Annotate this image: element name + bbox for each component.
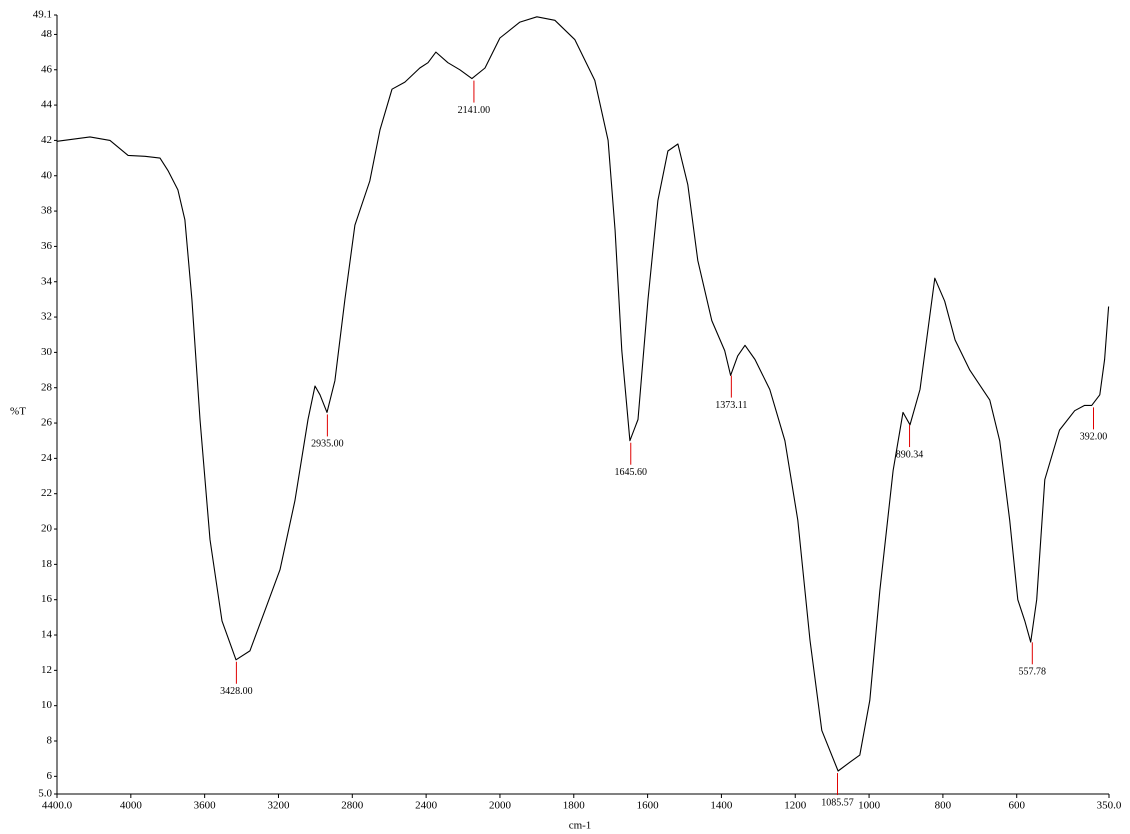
peak-label: 3428.00 — [220, 686, 253, 697]
x-tick-label: 1600 — [637, 800, 660, 812]
y-tick-label: 18 — [41, 558, 53, 570]
peak-label: 1085.57 — [821, 797, 854, 808]
y-tick-label: 48 — [41, 28, 53, 40]
y-tick-label: 22 — [41, 487, 52, 499]
x-tick-label: 600 — [1008, 800, 1025, 812]
y-tick-label: 28 — [41, 381, 53, 393]
y-tick-label: 36 — [41, 240, 53, 252]
x-tick-label: 1400 — [710, 800, 733, 812]
y-tick-label: 24 — [41, 452, 53, 464]
x-axis-label: cm-1 — [569, 820, 592, 832]
peak-label: 890.34 — [896, 449, 924, 460]
y-tick-label: 40 — [41, 169, 53, 181]
y-tick-label: 14 — [41, 629, 53, 641]
y-tick-label: 20 — [41, 523, 53, 535]
x-tick-label: 1800 — [563, 800, 586, 812]
y-tick-label: 46 — [41, 63, 53, 75]
x-tick-label: 1200 — [784, 800, 807, 812]
y-tick-label: 12 — [41, 664, 52, 676]
y-axis-label: %T — [10, 406, 26, 418]
y-tick-label: 44 — [41, 99, 53, 111]
x-tick-label: 800 — [935, 800, 952, 812]
y-tick-label: 30 — [41, 346, 53, 358]
y-tick-label: 34 — [41, 275, 53, 287]
x-tick-label: 3600 — [194, 800, 217, 812]
x-tick-label: 350.0 — [1097, 800, 1122, 812]
y-tick-label: 42 — [41, 134, 52, 146]
y-tick-label: 6 — [47, 770, 53, 782]
y-tick-label: 49.1 — [33, 9, 52, 21]
x-tick-label: 2400 — [415, 800, 438, 812]
peak-label: 1373.11 — [715, 400, 747, 411]
x-tick-label: 4000 — [120, 800, 143, 812]
peak-label: 2935.00 — [311, 439, 344, 450]
peak-label: 557.78 — [1019, 667, 1047, 678]
x-tick-label: 2800 — [341, 800, 364, 812]
peak-label: 1645.60 — [615, 467, 648, 478]
peak-label: 2141.00 — [458, 105, 491, 116]
y-tick-label: 32 — [41, 311, 52, 323]
x-tick-label: 4400.0 — [42, 800, 73, 812]
x-tick-label: 1000 — [858, 800, 881, 812]
y-tick-label: 16 — [41, 593, 53, 605]
spectrum-line — [56, 16, 1110, 772]
y-tick-label: 38 — [41, 205, 53, 217]
y-tick-label: 10 — [41, 699, 53, 711]
y-tick-label: 8 — [47, 735, 53, 747]
y-tick-label: 5.0 — [38, 788, 52, 800]
peak-label: 392.00 — [1080, 432, 1108, 443]
x-tick-label: 3200 — [267, 800, 290, 812]
y-tick-label: 26 — [41, 417, 53, 429]
x-tick-label: 2000 — [489, 800, 512, 812]
